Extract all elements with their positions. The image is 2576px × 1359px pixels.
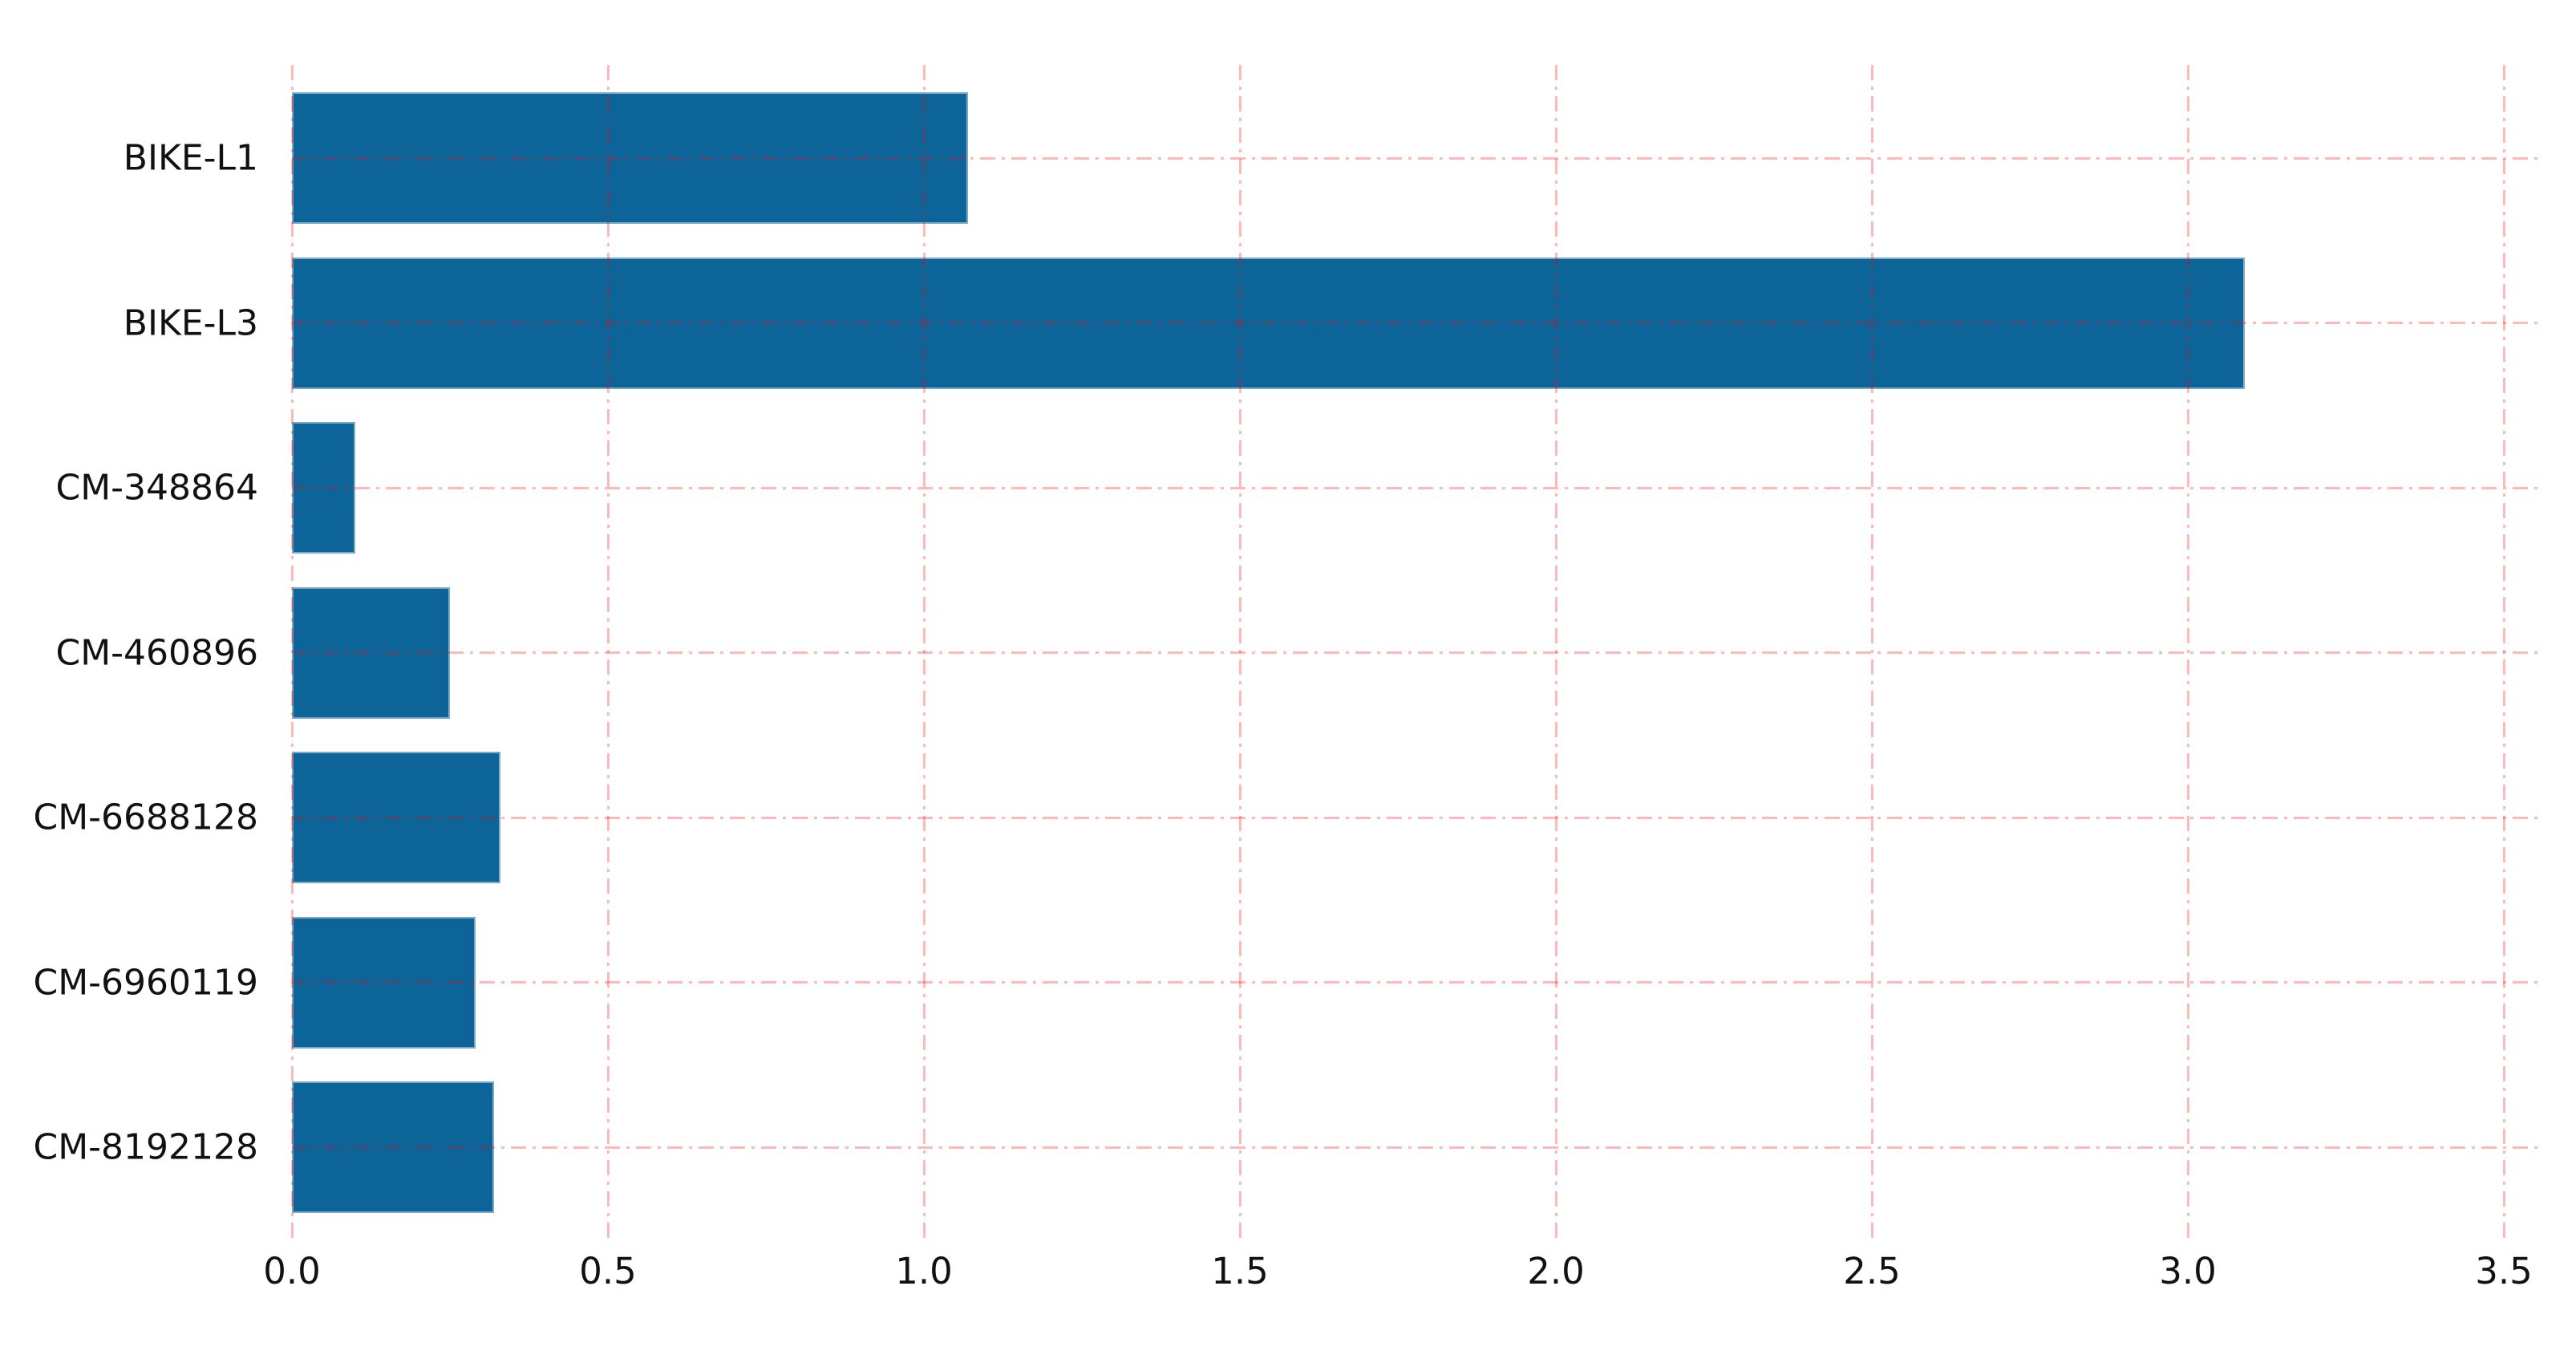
y-gridline: [292, 1146, 2538, 1149]
x-tick-label: 2.5: [1843, 1250, 1901, 1292]
x-gridline: [606, 65, 610, 1240]
x-tick-label: 3.0: [2159, 1250, 2217, 1292]
x-tick-label: 0.5: [579, 1250, 637, 1292]
y-gridline: [292, 322, 2538, 324]
bar-cm-348864: [292, 422, 355, 554]
x-gridline: [1870, 65, 1873, 1240]
x-gridline: [2186, 65, 2189, 1240]
x-tick-label: 0.0: [263, 1250, 321, 1292]
x-gridline: [290, 65, 294, 1240]
y-gridline: [292, 651, 2538, 654]
y-tick-label: BIKE-L1: [123, 137, 258, 179]
y-tick-label: CM-6688128: [33, 797, 258, 838]
y-gridline: [292, 816, 2538, 819]
bar-bike-l1: [292, 92, 968, 224]
y-gridline: [292, 156, 2538, 160]
bar-cm-460896: [292, 586, 450, 719]
y-gridline: [292, 486, 2538, 489]
bar-cm-6960119: [292, 916, 476, 1049]
bar-cm-8192128: [292, 1081, 494, 1213]
y-tick-label: CM-6960119: [33, 962, 258, 1003]
x-gridline: [1238, 65, 1241, 1240]
x-tick-label: 3.5: [2475, 1250, 2533, 1292]
bar-cm-6688128: [292, 752, 500, 883]
y-tick-label: CM-348864: [55, 467, 258, 509]
x-tick-label: 1.5: [1211, 1250, 1269, 1292]
x-tick-label: 2.0: [1527, 1250, 1585, 1292]
y-gridline: [292, 981, 2538, 984]
y-tick-label: BIKE-L3: [123, 302, 258, 343]
y-tick-label: CM-8192128: [33, 1126, 258, 1168]
x-gridline: [1554, 65, 1557, 1240]
x-gridline: [922, 65, 925, 1240]
x-tick-label: 1.0: [895, 1250, 953, 1292]
y-tick-label: CM-460896: [55, 632, 258, 673]
bar-bike-l3: [292, 257, 2245, 389]
x-gridline: [2502, 65, 2505, 1240]
